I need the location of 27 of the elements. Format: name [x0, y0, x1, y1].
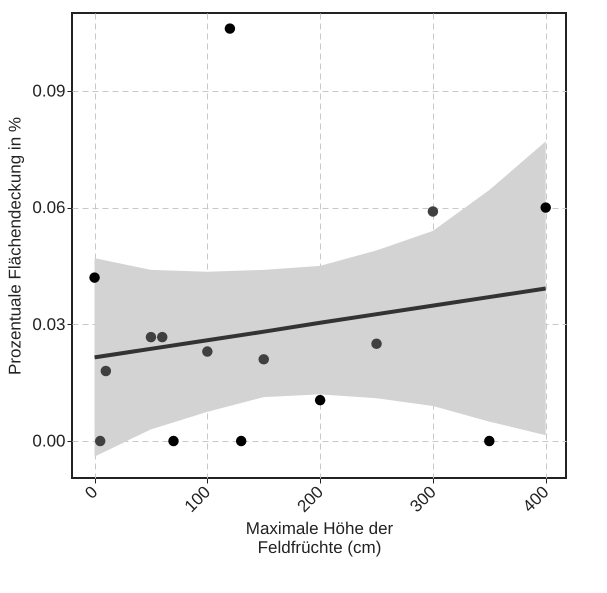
- point: [484, 436, 495, 446]
- y-tick-label: 0.00: [32, 432, 66, 451]
- point: [100, 366, 112, 376]
- x-tick-label: 100: [180, 482, 214, 516]
- point: [168, 436, 179, 446]
- point: [236, 436, 246, 446]
- point: [202, 346, 213, 357]
- line-series: [92, 286, 548, 360]
- x-axis-title: Maximale Höhe der Feldfrüchte (cm): [246, 519, 394, 558]
- x-tick-label: 200: [293, 482, 327, 516]
- point: [314, 394, 326, 406]
- point: [371, 338, 382, 349]
- x-tick-label: 0: [81, 482, 102, 503]
- point: [428, 206, 438, 217]
- y-axis-title: Prozentuale Flächendeckung in %: [5, 117, 24, 375]
- y-tick-label: 0.03: [32, 314, 66, 334]
- y-tick-label: 0.09: [32, 81, 66, 100]
- point: [89, 272, 100, 283]
- point: [540, 202, 551, 213]
- point: [224, 23, 236, 34]
- x-tick-label: 300: [406, 482, 440, 516]
- x-tick-label: 400: [519, 482, 553, 516]
- point: [146, 332, 156, 342]
- y-tick-label: 0.06: [32, 198, 66, 218]
- point: [156, 332, 168, 342]
- point: [258, 354, 269, 365]
- point: [94, 436, 106, 446]
